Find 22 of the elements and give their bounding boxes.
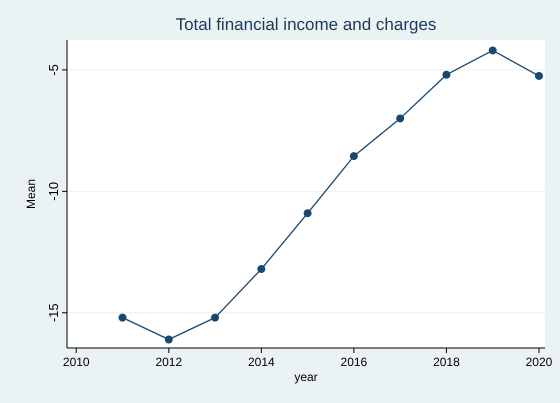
x-axis-title: year <box>294 370 318 384</box>
point <box>442 70 450 79</box>
point <box>118 314 127 322</box>
x-tick-label: 2014 <box>248 355 276 369</box>
point <box>534 72 543 80</box>
x-tick-label: 2010 <box>62 355 90 369</box>
y-tick-label: -15 <box>46 303 61 322</box>
y-axis-title: Mean <box>24 178 38 210</box>
y-tick-label: -10 <box>46 182 61 201</box>
chart-title: Total financial income and charges <box>176 15 436 34</box>
point <box>304 209 312 218</box>
x-tick-label: 2012 <box>155 355 182 369</box>
point <box>488 46 497 54</box>
x-tick-label: 2016 <box>340 355 368 369</box>
point <box>257 265 266 274</box>
point <box>350 152 358 160</box>
y-tick-label: -5 <box>46 64 61 76</box>
x-tick-label: 2018 <box>433 355 460 369</box>
point <box>211 314 220 322</box>
point <box>396 114 404 122</box>
point <box>164 336 173 344</box>
x-tick-label: 2020 <box>526 355 553 369</box>
